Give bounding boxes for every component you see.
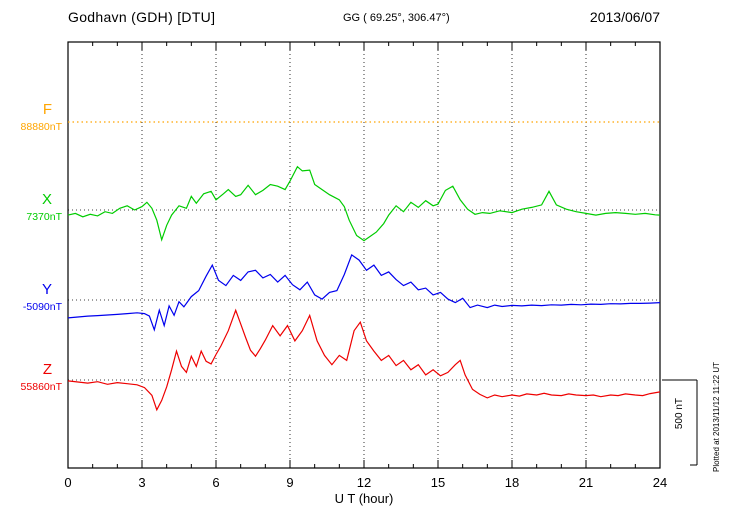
plot-frame bbox=[67, 41, 661, 469]
component-baseline-y: -5090nT bbox=[22, 300, 62, 313]
x-axis-label: U T (hour) bbox=[334, 491, 394, 506]
component-baseline-z: 55860nT bbox=[20, 380, 62, 393]
x-tick-label: 9 bbox=[286, 475, 293, 490]
x-tick-label: 3 bbox=[138, 475, 145, 490]
x-tick-label: 6 bbox=[212, 475, 219, 490]
trace-y bbox=[67, 253, 661, 332]
trace-x bbox=[67, 165, 661, 242]
grid-lines bbox=[141, 42, 587, 468]
component-baseline-f: 88880nT bbox=[20, 120, 62, 133]
component-label-x: X 7370nT bbox=[0, 191, 62, 223]
component-label-y: Y -5090nT bbox=[0, 281, 62, 313]
component-letter-z: Z bbox=[42, 361, 52, 378]
x-tick-label: 21 bbox=[579, 475, 593, 490]
component-label-f: F 88880nT bbox=[0, 101, 62, 133]
scale-bar bbox=[662, 379, 698, 466]
station-title: Godhavn (GDH) [DTU] bbox=[68, 9, 216, 25]
axis-ticks bbox=[67, 42, 661, 468]
geographic-coords: GG ( 69.25°, 306.47°) bbox=[343, 12, 450, 24]
component-label-z: Z 55860nT bbox=[0, 361, 62, 393]
plot-date: 2013/06/07 bbox=[589, 9, 660, 25]
component-letter-x: X bbox=[41, 191, 52, 208]
scale-bar-label: 500 nT bbox=[674, 398, 685, 430]
x-tick-label: 24 bbox=[653, 475, 667, 490]
x-tick-label: 15 bbox=[431, 475, 445, 490]
component-letter-f: F bbox=[42, 101, 52, 118]
component-letter-y: Y bbox=[41, 281, 52, 298]
component-baseline-x: 7370nT bbox=[26, 210, 62, 223]
x-tick-label: 0 bbox=[64, 475, 71, 490]
plotted-timestamp-note: Plotted at 2013/11/12 11:22 UT bbox=[712, 361, 721, 472]
trace-z bbox=[67, 308, 661, 412]
x-tick-label: 18 bbox=[505, 475, 519, 490]
x-tick-label: 12 bbox=[357, 475, 371, 490]
